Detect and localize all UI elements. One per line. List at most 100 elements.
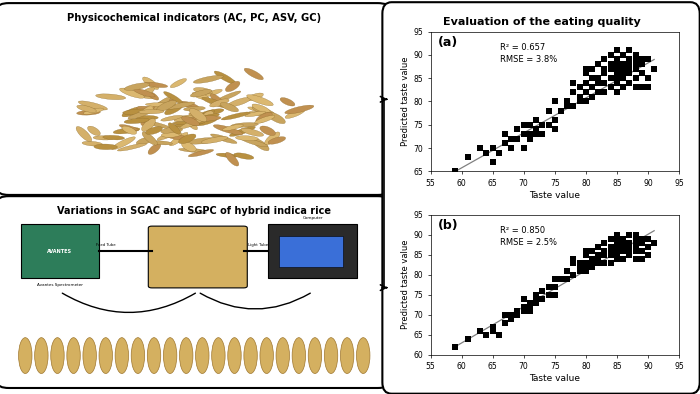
- FancyBboxPatch shape: [0, 3, 389, 195]
- Ellipse shape: [188, 149, 214, 157]
- Ellipse shape: [267, 112, 286, 124]
- Ellipse shape: [228, 338, 241, 374]
- Ellipse shape: [183, 106, 205, 111]
- Point: [630, 240, 641, 246]
- Point: [648, 240, 659, 246]
- Ellipse shape: [161, 132, 182, 138]
- Ellipse shape: [142, 120, 172, 129]
- Ellipse shape: [216, 91, 241, 102]
- Point: [605, 243, 616, 250]
- Point: [537, 122, 548, 128]
- Ellipse shape: [78, 101, 108, 110]
- Ellipse shape: [180, 117, 206, 129]
- Point: [643, 75, 654, 81]
- Ellipse shape: [157, 128, 183, 140]
- Ellipse shape: [128, 110, 152, 119]
- Ellipse shape: [50, 338, 64, 374]
- Point: [643, 236, 654, 242]
- Ellipse shape: [195, 110, 214, 123]
- Point: [605, 260, 616, 266]
- Ellipse shape: [153, 99, 174, 109]
- Point: [605, 66, 616, 72]
- Point: [599, 70, 610, 76]
- Point: [487, 159, 498, 165]
- Text: (b): (b): [438, 219, 458, 232]
- Ellipse shape: [292, 338, 306, 374]
- Point: [611, 243, 622, 250]
- Ellipse shape: [252, 104, 270, 113]
- Ellipse shape: [161, 115, 183, 121]
- Point: [568, 271, 579, 278]
- Ellipse shape: [136, 115, 158, 120]
- Point: [624, 232, 635, 238]
- Point: [624, 251, 635, 258]
- Ellipse shape: [223, 125, 244, 131]
- Ellipse shape: [187, 138, 219, 144]
- Y-axis label: Predicted taste value: Predicted taste value: [401, 240, 410, 329]
- Ellipse shape: [151, 141, 172, 145]
- Point: [494, 331, 505, 338]
- Point: [605, 61, 616, 67]
- Ellipse shape: [124, 118, 149, 124]
- Point: [611, 251, 622, 258]
- Ellipse shape: [189, 113, 209, 120]
- Point: [531, 117, 542, 123]
- Point: [549, 275, 560, 282]
- Point: [643, 84, 654, 91]
- Point: [555, 108, 566, 114]
- Text: (a): (a): [438, 36, 458, 49]
- Point: [549, 284, 560, 290]
- Ellipse shape: [248, 107, 273, 115]
- Ellipse shape: [193, 87, 212, 94]
- Ellipse shape: [154, 97, 170, 110]
- Point: [518, 122, 529, 128]
- Ellipse shape: [99, 338, 113, 374]
- Ellipse shape: [164, 91, 183, 104]
- Ellipse shape: [93, 136, 114, 140]
- Point: [500, 320, 511, 326]
- Ellipse shape: [193, 75, 223, 83]
- Point: [611, 66, 622, 72]
- Point: [543, 122, 554, 128]
- Ellipse shape: [96, 94, 126, 100]
- Ellipse shape: [83, 108, 104, 114]
- Point: [580, 247, 592, 254]
- Point: [518, 303, 529, 310]
- Point: [561, 103, 573, 109]
- Ellipse shape: [172, 121, 204, 125]
- Point: [481, 331, 492, 338]
- Point: [599, 251, 610, 258]
- Ellipse shape: [285, 105, 314, 114]
- Text: 300 rice grains: 300 rice grains: [162, 317, 225, 326]
- Ellipse shape: [167, 134, 189, 140]
- Point: [599, 260, 610, 266]
- Ellipse shape: [308, 338, 322, 374]
- Point: [487, 145, 498, 151]
- Ellipse shape: [190, 89, 211, 97]
- Ellipse shape: [180, 101, 199, 109]
- Ellipse shape: [164, 102, 195, 109]
- Ellipse shape: [122, 107, 143, 117]
- Point: [611, 89, 622, 95]
- Point: [543, 292, 554, 298]
- Ellipse shape: [190, 108, 206, 122]
- Point: [630, 61, 641, 67]
- Ellipse shape: [202, 97, 229, 108]
- Point: [630, 75, 641, 81]
- Point: [593, 80, 604, 86]
- Point: [617, 256, 629, 262]
- Point: [549, 117, 560, 123]
- Ellipse shape: [169, 132, 188, 146]
- Ellipse shape: [143, 77, 159, 89]
- Point: [599, 66, 610, 72]
- Ellipse shape: [178, 148, 209, 152]
- Ellipse shape: [211, 338, 225, 374]
- Text: Evaluation of the eating quality: Evaluation of the eating quality: [443, 17, 640, 27]
- Point: [624, 240, 635, 246]
- Point: [617, 52, 629, 58]
- Point: [462, 154, 473, 161]
- Ellipse shape: [340, 338, 354, 374]
- Point: [500, 140, 511, 147]
- Point: [587, 75, 598, 81]
- Point: [648, 66, 659, 72]
